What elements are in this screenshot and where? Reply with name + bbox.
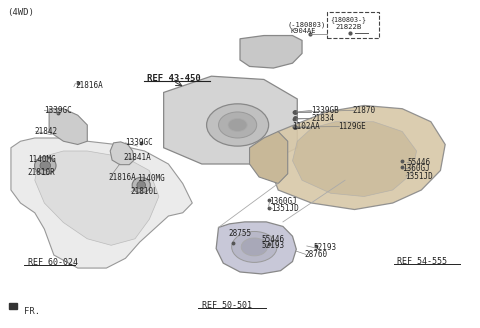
Polygon shape (240, 35, 302, 68)
Text: 1339GB: 1339GB (312, 106, 339, 115)
Ellipse shape (206, 104, 269, 146)
Text: 21816A: 21816A (109, 173, 136, 181)
Text: 21810R: 21810R (28, 168, 55, 177)
Bar (9, 303, 17, 309)
Text: 28760: 28760 (304, 250, 327, 259)
Text: 1339GC: 1339GC (44, 106, 72, 115)
Text: 1339GC: 1339GC (125, 138, 153, 147)
Text: REF 60-024: REF 60-024 (28, 258, 78, 267)
Text: {180803-}: {180803-} (331, 16, 367, 23)
Ellipse shape (35, 157, 56, 174)
Polygon shape (49, 109, 87, 145)
Text: 1140MG: 1140MG (28, 154, 55, 164)
Text: 1129GE: 1129GE (338, 122, 366, 131)
Text: REF 50-501: REF 50-501 (202, 301, 252, 310)
Polygon shape (35, 151, 159, 245)
Text: 28755: 28755 (228, 229, 251, 238)
Ellipse shape (228, 118, 247, 132)
Text: 21822B: 21822B (336, 24, 362, 30)
Polygon shape (11, 138, 192, 268)
Text: 52193: 52193 (314, 243, 337, 253)
Text: REF 54-555: REF 54-555 (397, 257, 447, 266)
Text: FR.: FR. (24, 307, 40, 317)
Text: 21834: 21834 (312, 114, 335, 123)
Text: 1360GJ: 1360GJ (402, 164, 430, 174)
Text: 21810L: 21810L (130, 187, 158, 196)
Text: 52193: 52193 (262, 241, 285, 251)
Ellipse shape (241, 238, 267, 256)
Ellipse shape (132, 177, 150, 193)
Text: (4WD): (4WD) (7, 8, 34, 17)
Text: 21870: 21870 (352, 106, 375, 115)
Ellipse shape (232, 232, 277, 262)
Polygon shape (164, 76, 297, 164)
Text: 1360GJ: 1360GJ (269, 197, 296, 206)
Text: REF 43-450: REF 43-450 (147, 74, 201, 83)
Text: K904AE: K904AE (290, 28, 316, 34)
Text: 21842: 21842 (35, 127, 58, 136)
Polygon shape (269, 106, 445, 210)
Text: 1102AA: 1102AA (292, 122, 320, 131)
Ellipse shape (137, 181, 145, 189)
Polygon shape (250, 132, 288, 183)
Ellipse shape (40, 161, 50, 170)
Text: 21841A: 21841A (123, 153, 151, 162)
Polygon shape (110, 142, 134, 165)
Polygon shape (292, 122, 417, 196)
Polygon shape (216, 222, 296, 274)
Text: (-180803): (-180803) (288, 22, 326, 28)
Text: 55446: 55446 (262, 235, 285, 244)
Text: 1140MG: 1140MG (137, 174, 165, 183)
Text: 1351JD: 1351JD (271, 204, 299, 214)
Text: 55446: 55446 (407, 158, 430, 167)
Text: 1351JD: 1351JD (405, 172, 432, 180)
Text: 21816A: 21816A (75, 81, 103, 91)
Ellipse shape (218, 112, 257, 138)
